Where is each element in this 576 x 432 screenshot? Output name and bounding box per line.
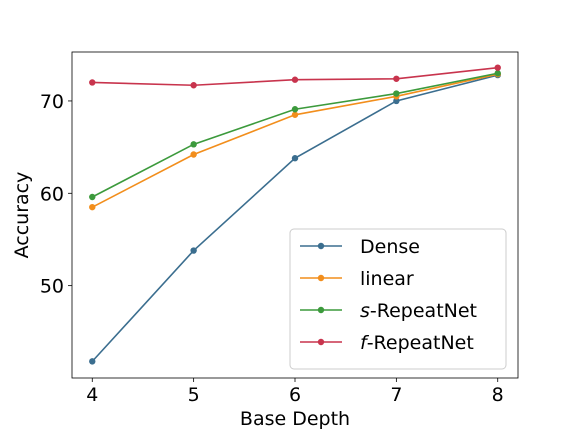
legend-swatch-marker: [317, 338, 325, 346]
x-tick-label: 8: [492, 384, 504, 406]
y-axis: 50 60 70: [40, 91, 72, 298]
data-point: [494, 64, 501, 71]
data-point: [89, 358, 96, 365]
x-axis-label: Base Depth: [240, 408, 350, 430]
data-point: [494, 70, 501, 77]
legend-label-main: -RepeatNet: [370, 300, 477, 322]
data-point: [190, 247, 197, 254]
legend-label: Dense: [360, 236, 420, 258]
y-axis-label: Accuracy: [11, 172, 33, 259]
legend-label: s-RepeatNet: [360, 300, 477, 322]
legend-label: linear: [360, 268, 414, 290]
data-point: [393, 97, 400, 105]
data-point: [393, 75, 400, 82]
legend-label-main: linear: [360, 268, 414, 290]
data-point: [190, 141, 197, 148]
y-tick-label: 60: [40, 183, 64, 205]
data-point: [291, 76, 299, 83]
data-point: [89, 79, 96, 86]
legend-swatch-marker: [317, 306, 325, 314]
data-point: [89, 193, 96, 201]
x-tick-label: 7: [390, 384, 402, 406]
y-tick-label: 50: [40, 276, 64, 298]
series-line-1: [91, 73, 498, 208]
series-line-2: [91, 72, 498, 198]
x-tick-label: 5: [188, 384, 200, 406]
legend-label-main: Dense: [360, 236, 420, 258]
x-tick-label: 6: [289, 384, 301, 406]
data-point: [291, 106, 299, 113]
legend-label: f-RepeatNet: [360, 332, 474, 354]
y-tick-label: 70: [40, 91, 64, 113]
legend-swatch-marker: [317, 242, 325, 250]
data-point: [89, 203, 96, 211]
legend-swatch-marker: [317, 274, 325, 282]
legend-label-main: -RepeatNet: [367, 332, 474, 354]
x-axis: 4 5 6 7 8: [86, 378, 504, 406]
legend-label-prefix: s: [360, 300, 370, 322]
data-point: [190, 151, 197, 158]
legend-box: [289, 228, 507, 370]
legend-label-prefix: f: [360, 332, 370, 354]
data-point: [291, 111, 299, 118]
x-tick-label: 4: [86, 384, 98, 406]
data-point: [291, 155, 299, 162]
data-point: [393, 90, 400, 97]
data-point: [190, 82, 197, 89]
plot-area: [89, 64, 501, 365]
